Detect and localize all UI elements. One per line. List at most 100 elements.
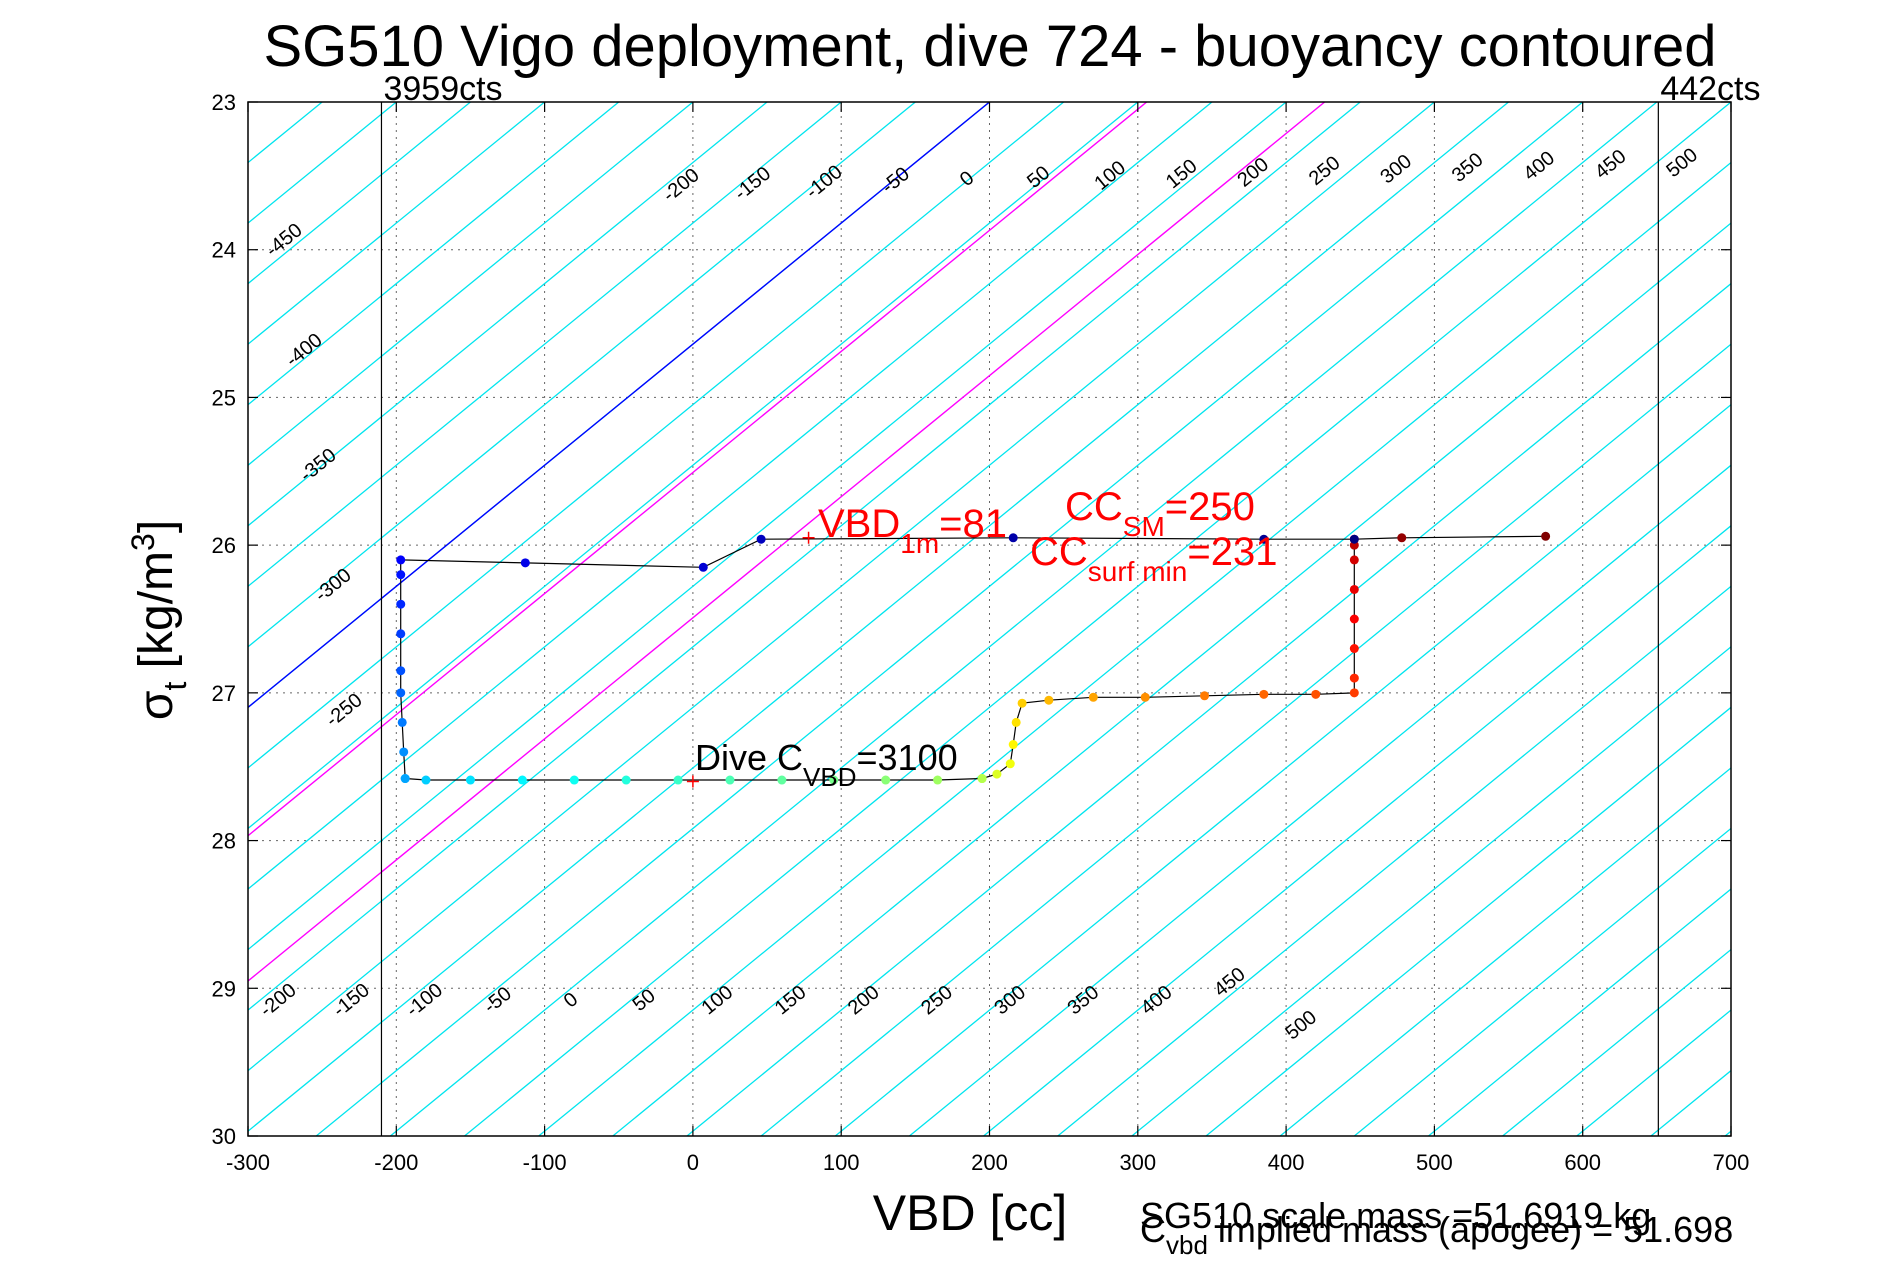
contour-line: [389, 102, 1658, 1136]
contour-line: [248, 102, 768, 527]
x-tick-label: -100: [523, 1150, 567, 1175]
trace-point: [1349, 644, 1359, 654]
trace-point: [698, 562, 708, 572]
contour-line: [248, 102, 1361, 1011]
trace-point: [569, 775, 579, 785]
contour-line: [248, 102, 1435, 1072]
y-tick-label: 26: [212, 533, 236, 558]
annotation-cc-surf-min-value: =231: [1187, 530, 1277, 574]
contour-line: [686, 282, 1731, 1136]
trace-point: [1349, 534, 1359, 544]
trace-point: [399, 747, 409, 757]
x-tick-label: -300: [226, 1150, 270, 1175]
trace-point: [1397, 533, 1407, 543]
contour-line: [1799, 102, 1891, 1136]
annotation-dive-cvbd-value: =3100: [857, 737, 958, 778]
x-tick-label: 200: [971, 1150, 1008, 1175]
x-tick-label: 600: [1564, 1150, 1601, 1175]
trace-point: [1044, 695, 1054, 705]
trace-point: [1349, 673, 1359, 683]
contour-line: [1724, 1130, 1731, 1136]
contour-line: [248, 102, 620, 406]
trace-point: [421, 775, 431, 785]
svg-text:σt [kg/m3]: σt [kg/m3]: [125, 520, 193, 720]
x-tick-label: -200: [374, 1150, 418, 1175]
x-tick-label: 300: [1119, 1150, 1156, 1175]
contour-line: [1279, 767, 1731, 1136]
annotation-cc-sm: CCSM=250: [1065, 485, 1255, 542]
contour-line: [1502, 948, 1731, 1136]
x-tick-label: 400: [1268, 1150, 1305, 1175]
annotation-dive-cvbd: Dive CVBD=3100: [695, 737, 958, 792]
annotation-dive-cvbd-sub: VBD: [803, 762, 856, 792]
contour-line: [834, 403, 1731, 1136]
contour-line: [464, 102, 1731, 1136]
annotation-cc-sm-sub: SM: [1123, 511, 1165, 542]
highlight-contour-line: [248, 102, 1148, 837]
contour-line: [760, 343, 1731, 1136]
trace-point: [1259, 689, 1269, 699]
annotation-cc-surf-min-base: CC: [1030, 530, 1088, 574]
contour-line: [909, 464, 1731, 1136]
trace-point: [1140, 692, 1150, 702]
implied-mass-sub: vbd: [1166, 1230, 1208, 1260]
contour-line: [248, 102, 1139, 830]
y-tick-label: 28: [212, 829, 236, 854]
trace-point: [756, 534, 766, 544]
trace-point: [520, 558, 530, 568]
trace-point: [1349, 584, 1359, 594]
y-axis-label-rest: [kg/m: [130, 551, 183, 682]
trace-point: [1011, 717, 1021, 727]
trace-point: [400, 774, 410, 784]
trace-point: [1349, 688, 1359, 698]
trace-point: [396, 555, 406, 565]
highlight-contour-line: [248, 102, 1326, 982]
contour-line: [248, 102, 471, 285]
trace-point: [1349, 614, 1359, 624]
axis-ticks: -300 -200 -100 0 100 200 300 400 500 600 700 23 24 25…: [212, 90, 1750, 1175]
contour-line: [1873, 102, 1891, 1136]
y-axis-label-close: ]: [130, 520, 183, 533]
contour-line: [1205, 706, 1731, 1136]
contour-line: [248, 102, 1287, 951]
y-tick-label: 24: [212, 238, 236, 263]
dive-trace: [396, 531, 1551, 788]
y-axis-label-base: σ: [130, 691, 183, 721]
y-axis-label-sub: t: [157, 682, 193, 691]
contour-line: [248, 102, 916, 648]
annotation-vbd-1m: VBD1m=81: [818, 502, 1007, 559]
annotation-vbd-1m-base: VBD: [818, 502, 900, 546]
annotation-dive-cvbd-base: Dive C: [695, 737, 803, 778]
trace-point: [396, 570, 406, 580]
x-tick-label: 500: [1416, 1150, 1453, 1175]
y-tick-label: 23: [212, 90, 236, 115]
x-tick-label: 700: [1713, 1150, 1750, 1175]
trace-point: [1541, 531, 1551, 541]
contour-line: [248, 102, 546, 345]
contour-line: [1428, 888, 1731, 1136]
y-tick-label: 25: [212, 385, 236, 410]
annotation-cc-surf-min: CCsurf min=231: [1030, 530, 1277, 587]
contour-line: [248, 102, 1213, 890]
grid-lines: [248, 102, 1731, 1136]
annotation-cc-sm-value: =250: [1165, 485, 1255, 529]
buoyancy-contours: [248, 102, 1891, 1136]
trace-point: [396, 666, 406, 676]
trace-point: [621, 775, 631, 785]
trace-point: [517, 775, 527, 785]
implied-mass-text: Cvbd implied mass (apogee) = 51.698: [1140, 1209, 1733, 1260]
annotation-cc-surf-min-sub: surf min: [1088, 556, 1188, 587]
trace-point: [673, 775, 683, 785]
implied-mass-base: C: [1140, 1209, 1166, 1250]
trace-point: [1200, 691, 1210, 701]
chart-title: SG510 Vigo deployment, dive 724 - buoyan…: [263, 14, 1716, 79]
y-axis-label-sup: 3: [125, 533, 161, 551]
y-tick-label: 29: [212, 976, 236, 1001]
x-tick-label: 0: [687, 1150, 699, 1175]
trace-point: [1008, 740, 1018, 750]
contour-line: [248, 102, 1065, 769]
x-tick-label: 100: [823, 1150, 860, 1175]
contour-line: [248, 102, 1509, 1132]
trace-point: [396, 599, 406, 609]
